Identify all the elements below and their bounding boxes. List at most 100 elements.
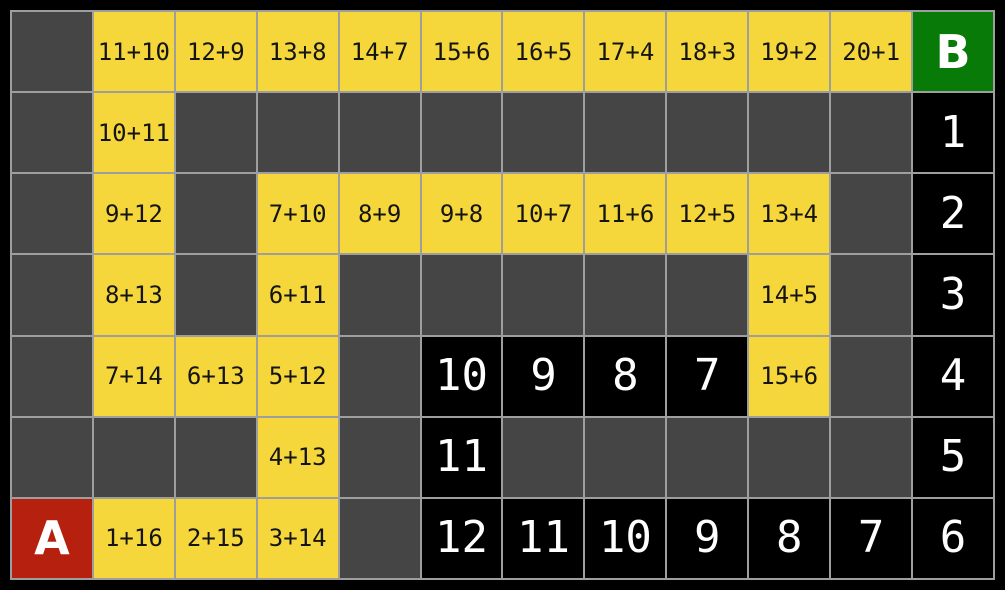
path-sum-cell-r5-c3: 4+13 — [257, 417, 338, 497]
cell-label: 8+13 — [104, 280, 163, 309]
cell-label: 12 — [435, 512, 489, 564]
distance-cell-r5-c5: 11 — [421, 417, 502, 497]
path-sum-cell-r4-c1: 7+14 — [93, 336, 174, 416]
path-sum-cell-r4-c3: 5+12 — [257, 336, 338, 416]
cell-label: 11+10 — [97, 37, 170, 66]
cell-label: 12+9 — [186, 37, 245, 66]
path-sum-cell-r0-c4: 14+7 — [339, 12, 420, 92]
distance-cell-r4-c8: 7 — [667, 336, 748, 416]
empty-cell-r3-c4 — [339, 255, 420, 335]
distance-cell-r4-c11: 4 — [913, 336, 993, 416]
path-sum-cell-r2-c8: 12+5 — [667, 174, 748, 254]
cell-label: 14+5 — [760, 280, 819, 309]
empty-cell-r5-c1 — [93, 417, 174, 497]
empty-cell-r1-c7 — [585, 93, 666, 173]
distance-cell-r5-c11: 5 — [913, 417, 993, 497]
empty-cell-r3-c6 — [503, 255, 584, 335]
distance-cell-r6-c6: 11 — [503, 498, 584, 578]
path-sum-cell-r2-c6: 10+7 — [503, 174, 584, 254]
empty-cell-r4-c4 — [339, 336, 420, 416]
empty-cell-r5-c2 — [175, 417, 256, 497]
empty-cell-r5-c10 — [831, 417, 912, 497]
cell-label: 7+14 — [104, 362, 163, 391]
distance-cell-r3-c11: 3 — [913, 255, 993, 335]
path-sum-cell-r1-c1: 10+11 — [93, 93, 174, 173]
cell-label: 8 — [775, 512, 803, 564]
empty-cell-r3-c10 — [831, 255, 912, 335]
cell-label: 16+5 — [514, 37, 573, 66]
empty-cell-r1-c2 — [175, 93, 256, 173]
cell-label: 9+8 — [439, 199, 484, 228]
distance-cell-r6-c5: 12 — [421, 498, 502, 578]
empty-cell-r5-c7 — [585, 417, 666, 497]
cell-label: 11 — [516, 512, 570, 564]
empty-cell-r6-c4 — [339, 498, 420, 578]
path-sum-cell-r0-c7: 17+4 — [585, 12, 666, 92]
cell-label: 7+10 — [268, 199, 327, 228]
distance-cell-r6-c9: 8 — [749, 498, 830, 578]
cell-label: 7 — [694, 350, 721, 402]
cell-label: 10 — [435, 350, 489, 402]
cell-label: 9 — [530, 350, 557, 402]
path-sum-cell-r3-c9: 14+5 — [749, 255, 830, 335]
distance-cell-r6-c7: 10 — [585, 498, 666, 578]
path-sum-cell-r0-c10: 20+1 — [831, 12, 912, 92]
cell-label: 3+14 — [268, 524, 327, 553]
cell-label: 7 — [857, 512, 885, 564]
empty-cell-r2-c2 — [175, 174, 256, 254]
distance-cell-r4-c7: 8 — [585, 336, 666, 416]
empty-cell-r1-c3 — [257, 93, 338, 173]
cell-label: 9+12 — [104, 199, 163, 228]
empty-cell-r1-c4 — [339, 93, 420, 173]
path-sum-cell-r3-c1: 8+13 — [93, 255, 174, 335]
cell-label: 4 — [939, 350, 967, 402]
cell-label: 17+4 — [596, 37, 655, 66]
goal-cell-r0-c11: B — [913, 12, 993, 92]
cell-label: 15+6 — [760, 362, 819, 391]
distance-cell-r6-c11: 6 — [913, 498, 993, 578]
empty-cell-r5-c0 — [12, 417, 92, 497]
empty-cell-r3-c8 — [667, 255, 748, 335]
empty-cell-r1-c10 — [831, 93, 912, 173]
empty-cell-r5-c4 — [339, 417, 420, 497]
empty-cell-r5-c9 — [749, 417, 830, 497]
path-sum-cell-r0-c2: 12+9 — [175, 12, 256, 92]
cell-label: 9 — [694, 512, 721, 564]
path-sum-cell-r2-c1: 9+12 — [93, 174, 174, 254]
distance-cell-r6-c8: 9 — [667, 498, 748, 578]
cell-label: 4+13 — [268, 443, 327, 472]
cell-label: 14+7 — [350, 37, 409, 66]
empty-cell-r4-c10 — [831, 336, 912, 416]
path-sum-cell-r0-c5: 15+6 — [421, 12, 502, 92]
empty-cell-r1-c0 — [12, 93, 92, 173]
cell-label: 15+6 — [432, 37, 491, 66]
empty-cell-r1-c6 — [503, 93, 584, 173]
distance-cell-r1-c11: 1 — [913, 93, 993, 173]
distance-cell-r2-c11: 2 — [913, 174, 993, 254]
cell-label: 18+3 — [678, 37, 737, 66]
path-sum-cell-r0-c3: 13+8 — [257, 12, 338, 92]
cell-label: 6+11 — [268, 280, 327, 309]
cell-label: 19+2 — [760, 37, 819, 66]
cell-label: 5 — [939, 431, 967, 483]
cell-label: 1+16 — [104, 524, 163, 553]
path-sum-cell-r2-c9: 13+4 — [749, 174, 830, 254]
cell-label: 6 — [939, 512, 967, 564]
cell-label: 2+15 — [186, 524, 245, 553]
path-sum-cell-r4-c9: 15+6 — [749, 336, 830, 416]
maze-grid: 11+10 12+9 13+8 14+7 15+6 16+5 17+4 18+3 19+2 20+… — [10, 10, 995, 580]
empty-cell-r0-c0 — [12, 12, 92, 92]
path-sum-cell-r2-c4: 8+9 — [339, 174, 420, 254]
path-sum-cell-r2-c7: 11+6 — [585, 174, 666, 254]
cell-label: B — [935, 24, 971, 79]
empty-cell-r5-c6 — [503, 417, 584, 497]
distance-cell-r4-c5: 10 — [421, 336, 502, 416]
cell-label: 1 — [939, 106, 967, 158]
cell-label: A — [34, 511, 70, 566]
start-cell-r6-c0: A — [12, 498, 92, 578]
cell-label: 6+13 — [186, 362, 245, 391]
empty-cell-r2-c0 — [12, 174, 92, 254]
path-sum-cell-r3-c3: 6+11 — [257, 255, 338, 335]
empty-cell-r2-c10 — [831, 174, 912, 254]
distance-cell-r6-c10: 7 — [831, 498, 912, 578]
